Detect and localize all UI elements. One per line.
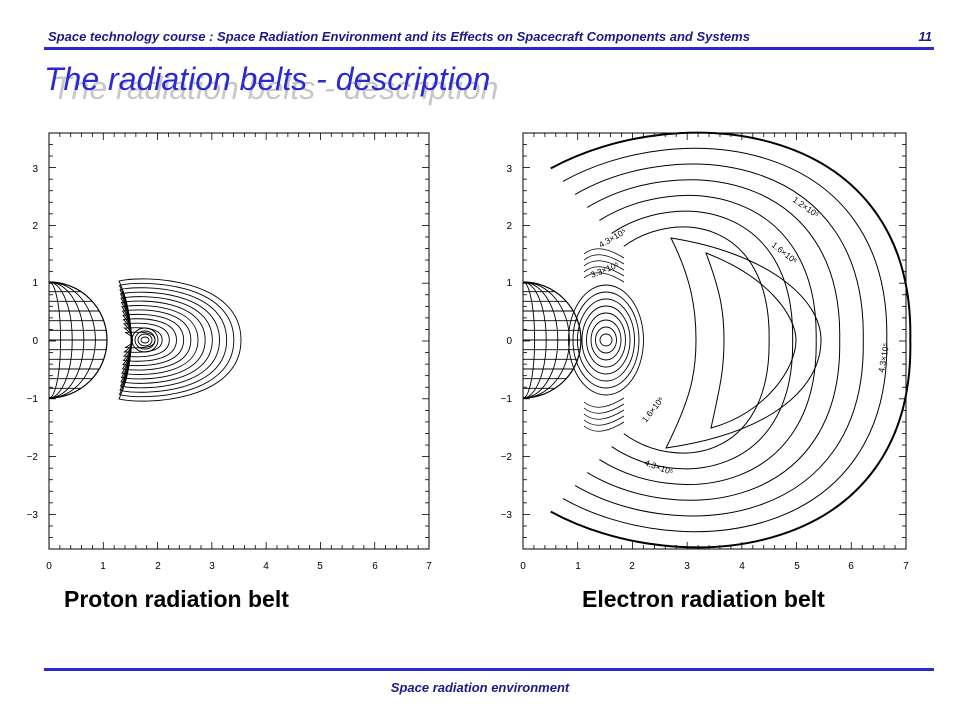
- proton-contour-line: [134, 330, 156, 350]
- proton-contour-line: [131, 327, 159, 353]
- electron-caption: Electron radiation belt: [582, 586, 825, 612]
- electron-slot-contour: [583, 397, 625, 408]
- footer-rule: [44, 668, 934, 671]
- proton-x-tick: 1: [100, 561, 106, 572]
- electron-contour-line: [611, 210, 794, 470]
- electron-inner-contour: [568, 284, 644, 396]
- proton-x-tick: 0: [46, 561, 52, 572]
- page-number: 11: [918, 29, 933, 44]
- slide-title: The radiation belts - description: [44, 61, 491, 97]
- electron-contour-line: [623, 226, 770, 454]
- electron-x-tick: 5: [794, 561, 800, 572]
- proton-axis-ticks: [48, 133, 430, 549]
- electron-inner-contour: [595, 326, 617, 354]
- electron-y-tick: 1: [506, 278, 512, 289]
- electron-x-tick: 4: [739, 561, 745, 572]
- proton-x-tick: 3: [209, 561, 215, 572]
- proton-x-tick: 6: [372, 561, 378, 572]
- proton-x-tick: 4: [263, 561, 269, 572]
- electron-axis-ticks: [522, 133, 907, 549]
- contour-label: 4.3×10⁵: [643, 457, 674, 477]
- electron-slot-contour: [583, 421, 625, 432]
- slide-title-shadow: The radiation belts - description: [52, 70, 499, 106]
- electron-x-tick: 7: [903, 561, 909, 572]
- electron-slot-contour: [583, 409, 625, 420]
- electron-slot-contour: [583, 403, 625, 414]
- proton-y-tick: 1: [32, 278, 38, 289]
- electron-slot-contour: [583, 266, 625, 277]
- proton-plot-frame: [48, 132, 430, 550]
- electron-y-tick: 0: [506, 336, 512, 347]
- proton-y-tick: 0: [32, 336, 38, 347]
- proton-contour-line: [118, 278, 242, 402]
- contour-label: 4.3×10⁵: [597, 226, 628, 250]
- course-header: Space technology course : Space Radiatio…: [48, 29, 750, 44]
- electron-slot-contour: [583, 254, 625, 265]
- proton-contour-line: [140, 336, 150, 344]
- electron-slot-contour: [583, 272, 625, 283]
- electron-inner-contour: [572, 291, 640, 389]
- proton-y-tick: 3: [32, 164, 38, 175]
- contour-label: 3.3×10⁵: [589, 259, 620, 279]
- electron-y-tick: 2: [506, 221, 512, 232]
- electron-y-tick: −1: [501, 394, 513, 405]
- proton-caption: Proton radiation belt: [64, 586, 289, 612]
- header-rule: [44, 47, 934, 50]
- proton-x-tick: 2: [155, 561, 161, 572]
- proton-earth-globe: [48, 281, 108, 399]
- electron-y-tick-labels: 3 2 1 0 −1 −2 −3: [501, 164, 513, 521]
- proton-x-tick-labels: 0 1 2 3 4 5 6 7: [46, 561, 432, 572]
- electron-slot-contour: [583, 415, 625, 426]
- proton-contour-line: [124, 331, 156, 349]
- electron-inner-contour: [577, 298, 635, 382]
- electron-contour-line: [562, 147, 888, 533]
- electron-inner-contour: [599, 333, 613, 347]
- electron-contour-line: [665, 237, 822, 449]
- proton-y-tick: −3: [27, 510, 39, 521]
- electron-contour-line: [705, 252, 797, 429]
- electron-contour-line: [550, 131, 912, 549]
- contour-label: 4.3×10⁵: [876, 342, 891, 373]
- proton-contour-line: [121, 305, 199, 375]
- electron-slot-contour: [583, 260, 625, 271]
- electron-y-tick: 3: [506, 164, 512, 175]
- proton-belt-plot: 0 1 2 3 4 5 6 7 3 2 1 0 −1 −2 −3: [27, 132, 432, 572]
- proton-y-tick: −2: [27, 452, 39, 463]
- electron-x-tick: 2: [629, 561, 635, 572]
- footer-text: Space radiation environment: [390, 680, 570, 695]
- electron-inner-contour: [590, 319, 622, 361]
- proton-x-tick: 5: [317, 561, 323, 572]
- contour-label: 1.6×10⁶: [770, 240, 800, 266]
- electron-contours: [550, 131, 912, 549]
- electron-y-tick: −2: [501, 452, 513, 463]
- electron-inner-contour: [581, 305, 631, 375]
- proton-contours: [118, 278, 242, 402]
- electron-y-tick: −3: [501, 510, 513, 521]
- electron-inner-contour: [586, 312, 626, 368]
- contour-label: 1.2×10⁵: [791, 194, 821, 219]
- electron-x-tick: 1: [575, 561, 581, 572]
- electron-slot-contour: [583, 248, 625, 259]
- electron-x-tick: 3: [684, 561, 690, 572]
- proton-y-tick: −1: [27, 394, 39, 405]
- electron-x-tick-labels: 0 1 2 3 4 5 6 7: [520, 561, 909, 572]
- proton-x-tick: 7: [426, 561, 432, 572]
- electron-contour-line: [586, 179, 841, 501]
- electron-contour-line: [574, 163, 864, 517]
- proton-y-tick: 2: [32, 221, 38, 232]
- proton-y-tick-labels: 3 2 1 0 −1 −2 −3: [27, 164, 39, 521]
- electron-x-tick: 0: [520, 561, 526, 572]
- proton-contour-line: [137, 333, 153, 347]
- contour-label: 1.6×10⁶: [640, 395, 666, 425]
- proton-contour-line: [119, 287, 228, 393]
- electron-contour-line: [599, 195, 817, 485]
- electron-earth-globe: [522, 281, 582, 399]
- electron-belt-plot: 1.6×10⁶ 1.6×10⁶ 4.3×10⁵ 4.3×10⁵ 4.3×10⁵ …: [501, 131, 912, 572]
- electron-x-tick: 6: [848, 561, 854, 572]
